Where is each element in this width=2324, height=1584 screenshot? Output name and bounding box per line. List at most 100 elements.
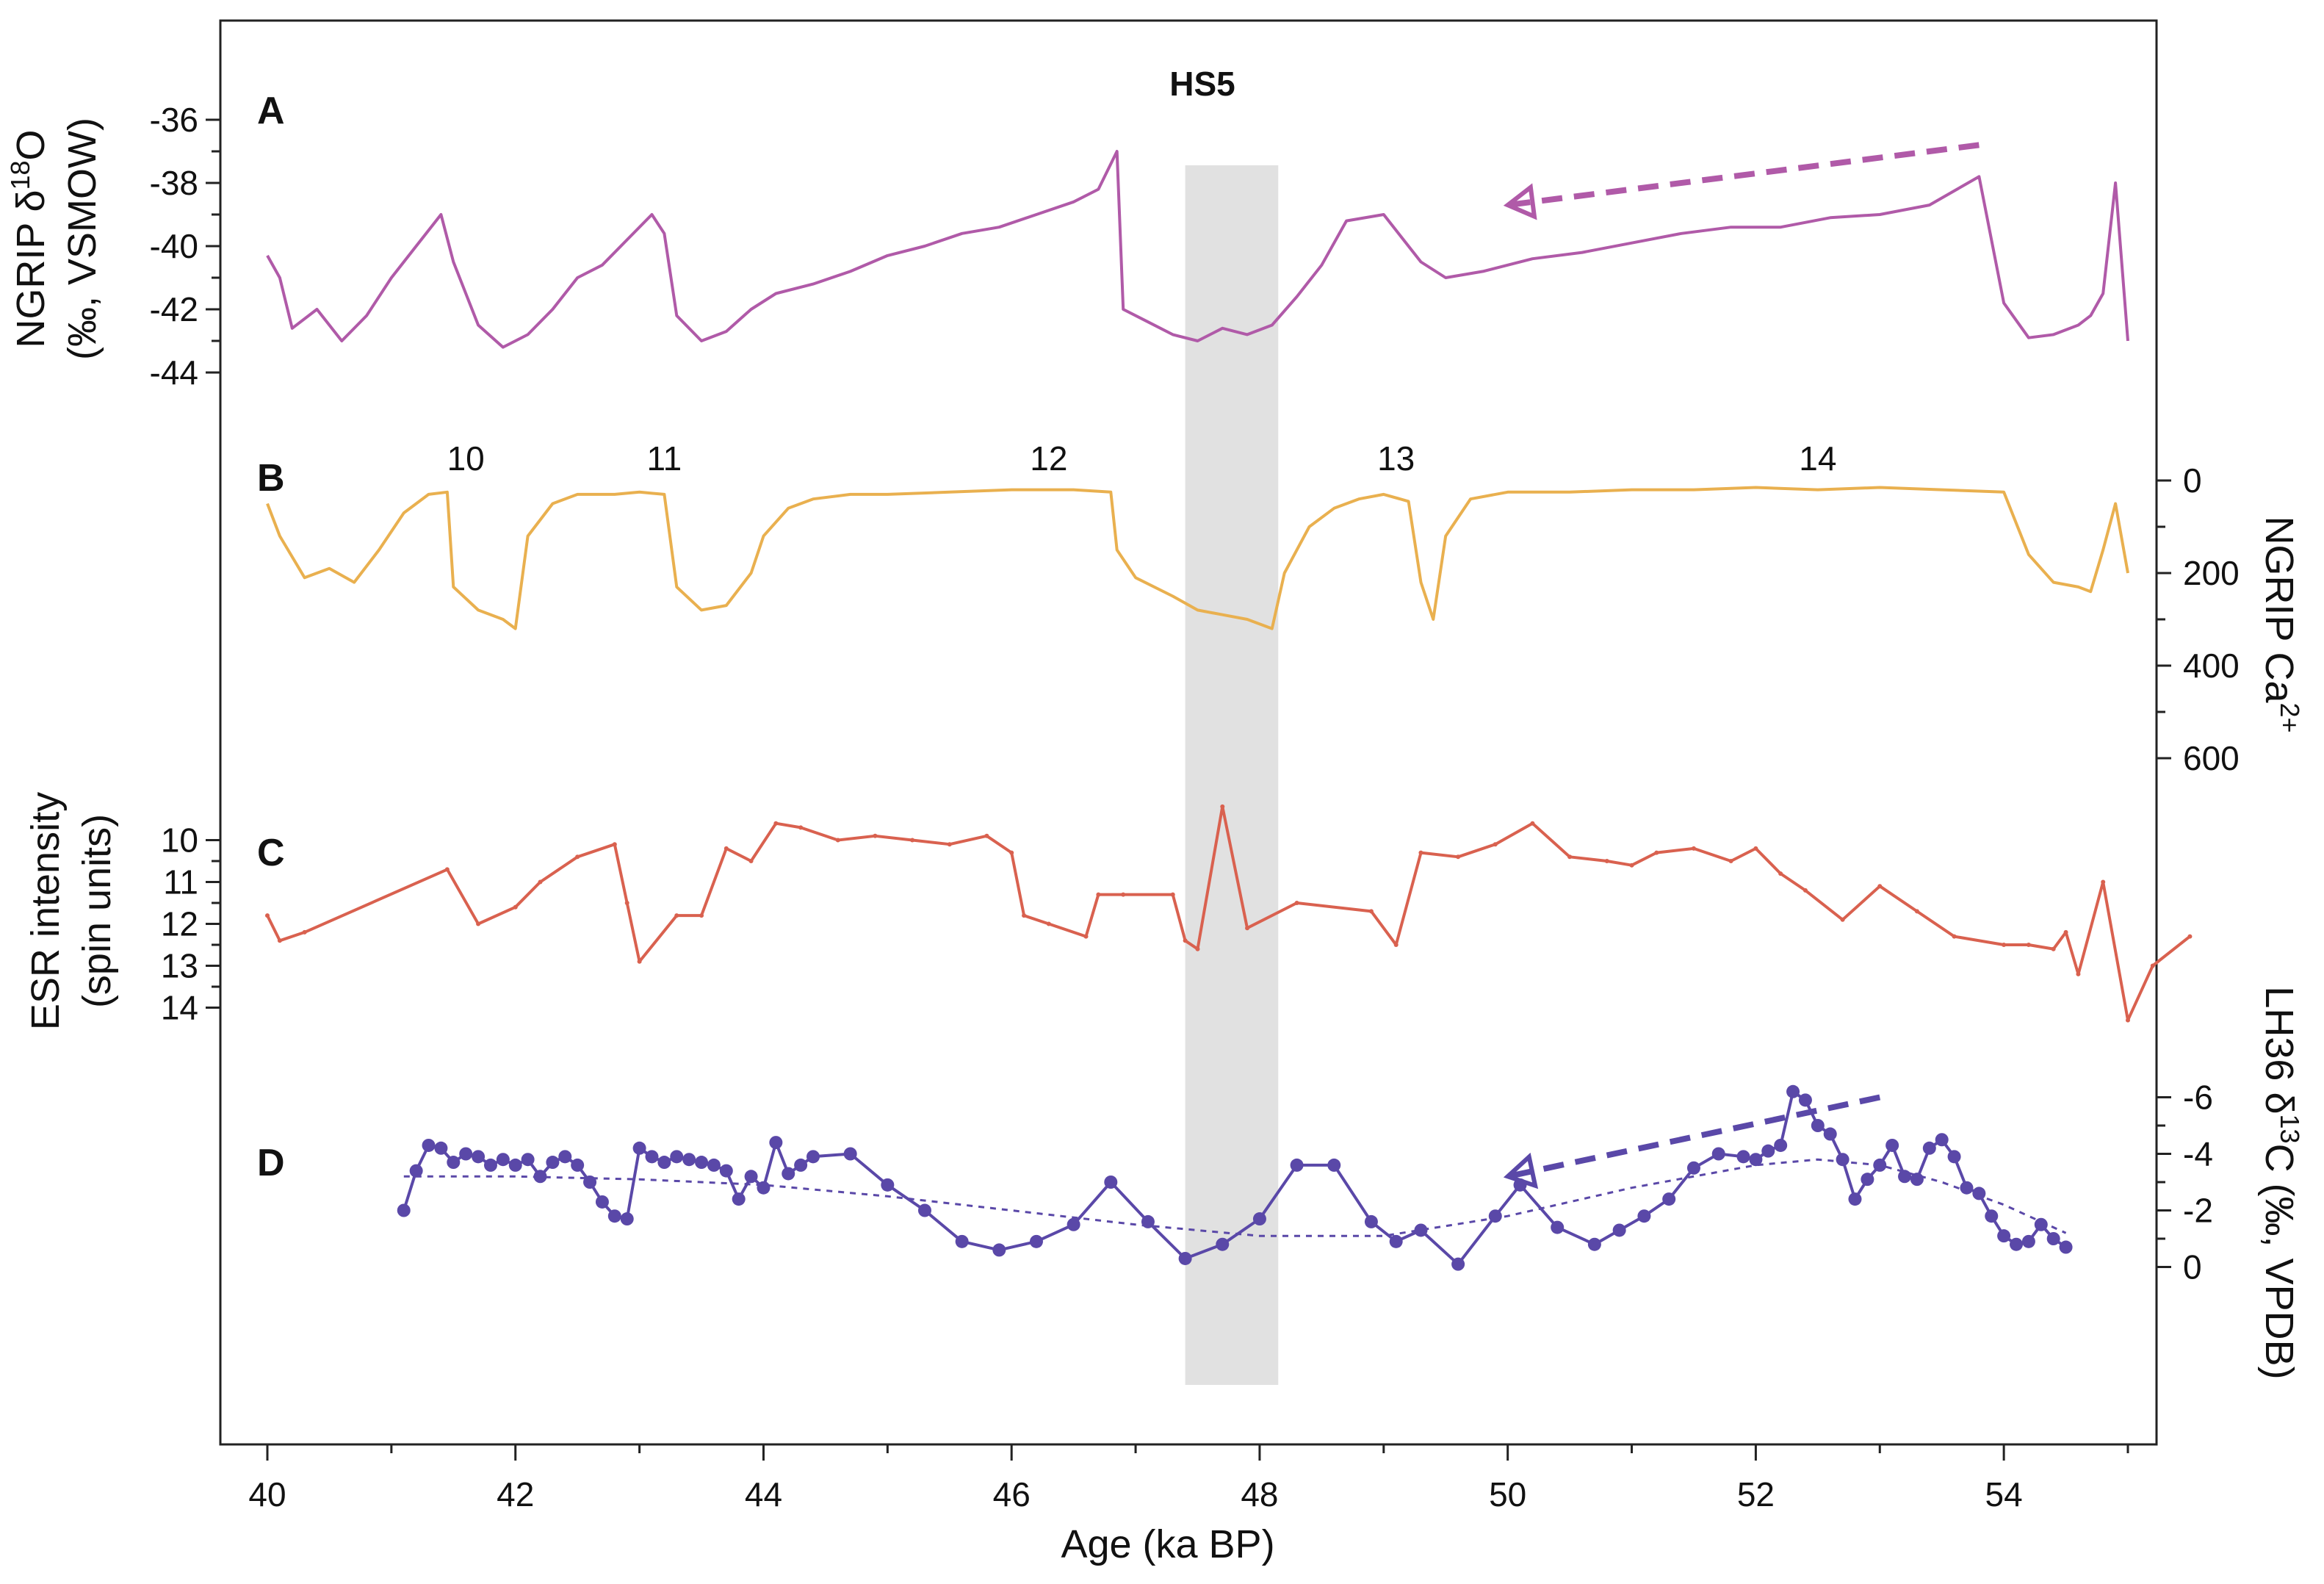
data-point-c xyxy=(2101,879,2106,885)
data-point-d xyxy=(1029,1234,1043,1248)
trend-arrow-head xyxy=(1503,183,1537,220)
data-point-d xyxy=(607,1209,621,1223)
data-point-d xyxy=(1451,1257,1465,1271)
data-point-c xyxy=(1245,926,1250,931)
data-point-d xyxy=(472,1150,486,1164)
data-point-d xyxy=(2021,1234,2035,1248)
data-point-c xyxy=(2126,1018,2130,1023)
panel-letter: B xyxy=(257,457,285,500)
series-layer xyxy=(265,142,2193,1271)
data-point-d xyxy=(496,1153,510,1167)
data-point-d xyxy=(1861,1173,1874,1187)
y-tick-label: -40 xyxy=(150,227,198,265)
data-point-c xyxy=(1952,934,1957,939)
y-tick-label: 600 xyxy=(2183,739,2240,777)
data-point-c xyxy=(984,833,989,838)
hs5-label: HS5 xyxy=(1169,65,1235,103)
x-tick-label: 44 xyxy=(745,1475,782,1513)
data-point-d xyxy=(992,1243,1006,1257)
data-point-d xyxy=(1798,1093,1812,1107)
data-point-c xyxy=(947,842,952,847)
data-point-d xyxy=(558,1150,572,1164)
y-axis-subtitle-c: (spin units) xyxy=(75,814,119,1008)
data-point-c xyxy=(2002,943,2007,947)
data-point-d xyxy=(2034,1217,2048,1231)
data-point-d xyxy=(1960,1181,1974,1195)
data-point-d xyxy=(1104,1176,1118,1189)
data-point-d xyxy=(757,1181,771,1195)
data-point-c xyxy=(1368,909,1374,914)
series-line-a xyxy=(266,150,2129,349)
data-point-c xyxy=(476,921,481,926)
data-point-c xyxy=(748,859,754,863)
data-point-d xyxy=(508,1158,522,1172)
data-point-d xyxy=(447,1156,461,1170)
data-point-d xyxy=(1612,1223,1626,1237)
data-point-c xyxy=(1629,863,1634,868)
y-tick-label: 13 xyxy=(161,947,198,985)
data-point-c xyxy=(873,833,878,838)
data-point-c xyxy=(444,867,450,872)
data-point-d xyxy=(1947,1150,1961,1164)
y-tick-label: 400 xyxy=(2183,647,2240,685)
data-point-d xyxy=(657,1156,671,1170)
series-line-b xyxy=(266,486,2129,630)
data-point-d xyxy=(1067,1217,1080,1231)
data-point-c xyxy=(2026,943,2031,947)
data-point-d xyxy=(1587,1237,1601,1251)
data-point-c xyxy=(637,959,642,964)
data-point-c xyxy=(1096,892,1101,897)
data-point-d xyxy=(1252,1212,1266,1226)
data-point-d xyxy=(955,1234,969,1248)
data-point-c xyxy=(1691,846,1696,851)
data-point-c xyxy=(265,913,270,918)
data-point-c xyxy=(1567,854,1573,860)
data-point-d xyxy=(620,1212,634,1226)
interstadial-label: 12 xyxy=(1030,439,1067,478)
data-point-c xyxy=(1083,934,1089,939)
data-point-d xyxy=(769,1136,783,1150)
data-point-d xyxy=(483,1158,497,1172)
data-point-c xyxy=(1195,946,1200,951)
data-point-c xyxy=(1046,921,1051,926)
data-point-d xyxy=(1922,1141,1936,1155)
data-point-d xyxy=(409,1164,423,1178)
y-axis-subtitle-a: (‰, VSMOW) xyxy=(60,118,104,360)
data-point-c xyxy=(1753,846,1758,851)
y-tick-label: -6 xyxy=(2183,1079,2213,1117)
y-tick-label: 10 xyxy=(161,821,198,860)
x-axis-title: Age (ka BP) xyxy=(1061,1522,1274,1566)
data-point-d xyxy=(1389,1234,1403,1248)
data-point-d xyxy=(682,1153,696,1167)
data-point-d xyxy=(2059,1240,2073,1254)
data-point-c xyxy=(612,842,617,847)
y-axis-title-b: NGRIP Ca2+ xyxy=(2257,516,2306,732)
data-point-d xyxy=(632,1141,646,1155)
y-tick-label: 0 xyxy=(2183,461,2202,500)
data-point-c xyxy=(699,913,704,918)
data-point-d xyxy=(422,1138,436,1152)
data-point-d xyxy=(719,1164,733,1178)
data-point-d xyxy=(1290,1158,1304,1172)
trend-arrow-head xyxy=(1503,1152,1539,1189)
data-point-c xyxy=(538,879,543,885)
data-point-d xyxy=(571,1158,585,1172)
data-point-d xyxy=(2010,1237,2024,1251)
data-point-d xyxy=(1551,1220,1565,1234)
data-point-d xyxy=(695,1156,709,1170)
y-tick-label: -42 xyxy=(150,290,198,328)
data-point-d xyxy=(1786,1084,1800,1098)
data-point-c xyxy=(2150,963,2155,968)
data-point-d xyxy=(794,1158,808,1172)
data-point-d xyxy=(707,1158,721,1172)
data-point-c xyxy=(2187,934,2193,939)
data-point-c xyxy=(624,901,629,905)
data-point-d xyxy=(546,1156,560,1170)
y-tick-label: -4 xyxy=(2183,1135,2213,1173)
data-point-d xyxy=(1823,1127,1837,1141)
data-point-d xyxy=(806,1150,820,1164)
data-point-c xyxy=(1418,850,1423,855)
data-point-d xyxy=(1686,1161,1700,1175)
data-point-c xyxy=(2063,929,2068,935)
